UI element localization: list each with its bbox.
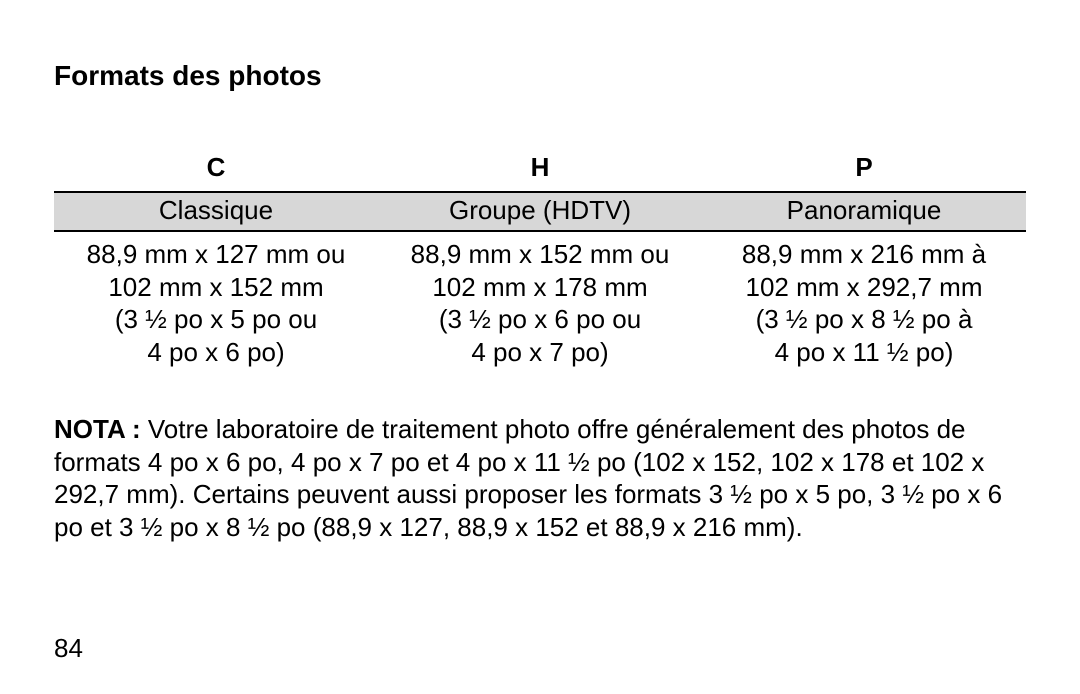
dim-line: 102 mm x 178 mm	[432, 272, 647, 302]
page: Formats des photos C H P Classique Group…	[0, 0, 1080, 694]
table-header-row: C H P	[54, 148, 1026, 192]
table-data-row: 88,9 mm x 127 mm ou 102 mm x 152 mm (3 ½…	[54, 231, 1026, 369]
col-label-1: Groupe (HDTV)	[378, 192, 702, 231]
dim-line: (3 ½ po x 5 po ou	[115, 304, 317, 334]
dim-line: 4 po x 11 ½ po)	[775, 337, 954, 367]
note-label: NOTA :	[54, 414, 148, 444]
col-code-1: H	[378, 148, 702, 192]
dim-line: 102 mm x 152 mm	[108, 272, 323, 302]
dim-line: 4 po x 6 po)	[147, 337, 284, 367]
col-label-0: Classique	[54, 192, 378, 231]
page-number: 84	[54, 633, 83, 664]
note-text: Votre laboratoire de traitement photo of…	[54, 414, 1002, 542]
col-label-2: Panoramique	[702, 192, 1026, 231]
note-paragraph: NOTA : Votre laboratoire de traitement p…	[54, 413, 1026, 543]
col-code-2: P	[702, 148, 1026, 192]
dim-line: 4 po x 7 po)	[471, 337, 608, 367]
dim-line: 88,9 mm x 216 mm à	[742, 239, 986, 269]
dim-line: (3 ½ po x 8 ½ po à	[756, 304, 973, 334]
dim-line: 88,9 mm x 152 mm ou	[411, 239, 670, 269]
col-code-0: C	[54, 148, 378, 192]
col-dims-0: 88,9 mm x 127 mm ou 102 mm x 152 mm (3 ½…	[54, 231, 378, 369]
formats-table: C H P Classique Groupe (HDTV) Panoramiqu…	[54, 148, 1026, 369]
dim-line: 102 mm x 292,7 mm	[746, 272, 983, 302]
col-dims-1: 88,9 mm x 152 mm ou 102 mm x 178 mm (3 ½…	[378, 231, 702, 369]
section-title: Formats des photos	[54, 60, 1026, 92]
table-label-row: Classique Groupe (HDTV) Panoramique	[54, 192, 1026, 231]
dim-line: (3 ½ po x 6 po ou	[439, 304, 641, 334]
col-dims-2: 88,9 mm x 216 mm à 102 mm x 292,7 mm (3 …	[702, 231, 1026, 369]
dim-line: 88,9 mm x 127 mm ou	[87, 239, 346, 269]
